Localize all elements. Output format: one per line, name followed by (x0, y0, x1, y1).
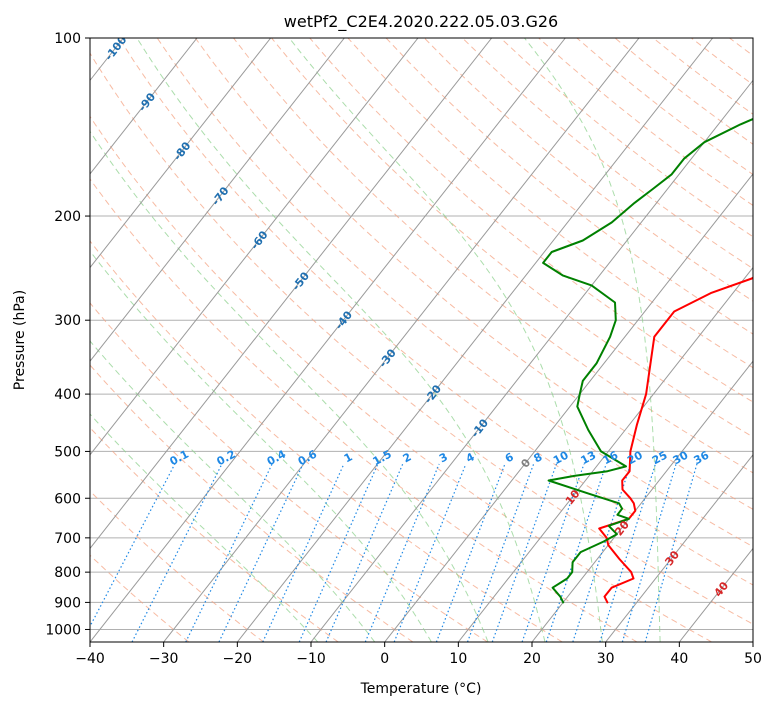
x-tick-label: 0 (380, 651, 389, 667)
x-tick-label: −30 (149, 651, 179, 667)
y-tick-label: 400 (54, 387, 81, 403)
x-axis-label: Temperature (°C) (360, 681, 482, 697)
y-axis-label: Pressure (hPa) (12, 290, 28, 390)
y-tick-label: 800 (54, 565, 81, 581)
y-tick-label: 1000 (45, 622, 81, 638)
y-tick-label: 200 (54, 209, 81, 225)
x-tick-label: −10 (296, 651, 326, 667)
y-tick-label: 600 (54, 491, 81, 507)
x-tick-label: 30 (597, 651, 615, 667)
y-tick-label: 900 (54, 595, 81, 611)
chart-title: wetPf2_C2E4.2020.222.05.03.G26 (284, 12, 558, 32)
x-tick-label: 20 (523, 651, 541, 667)
y-tick-label: 100 (54, 31, 81, 47)
x-tick-label: 40 (670, 651, 688, 667)
y-tick-label: 500 (54, 444, 81, 460)
x-tick-label: 50 (744, 651, 762, 667)
y-tick-label: 700 (54, 531, 81, 547)
x-tick-label: −40 (75, 651, 105, 667)
x-tick-label: 10 (449, 651, 467, 667)
y-tick-label: 300 (54, 313, 81, 329)
x-tick-label: −20 (223, 651, 253, 667)
